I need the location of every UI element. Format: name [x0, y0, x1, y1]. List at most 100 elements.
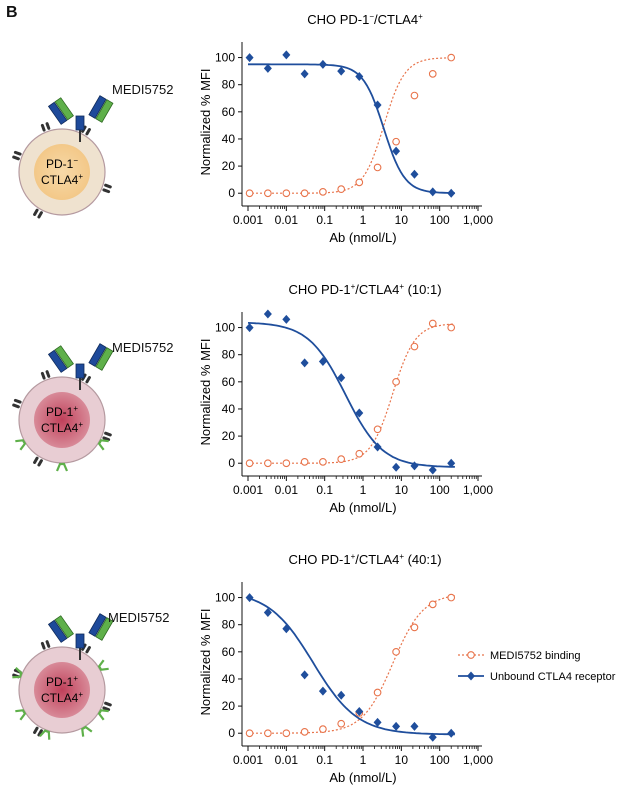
x-tick-label: 100	[430, 753, 450, 767]
pd1-receptor-icon	[55, 462, 69, 472]
x-tick-label: 0.1	[316, 483, 333, 497]
binding-point	[428, 600, 437, 609]
panel-row-2: PD-1+ CTLA4+ MEDI5752 CHO PD-1+/CTLA4+ (1…	[0, 270, 638, 535]
legend-binding-marker	[467, 651, 475, 659]
binding-point	[410, 91, 419, 100]
binding-point	[355, 178, 364, 187]
panel-row-3: PD-1+ CTLA4+ MEDI5752 CHO PD-1+/CTLA4+ (4…	[0, 540, 638, 805]
unbound-point	[355, 707, 364, 717]
pd1-receptor-icon	[15, 709, 27, 721]
pd1-receptor-icon	[97, 659, 109, 671]
binding-point	[319, 188, 327, 196]
y-axis-label: Normalized % MFI	[198, 69, 213, 176]
binding-point	[264, 729, 272, 738]
x-tick-label: 1	[360, 483, 367, 497]
ctla4-receptor-icon	[33, 208, 43, 219]
binding-point	[337, 719, 346, 728]
ctla4-receptor-icon	[102, 183, 112, 194]
binding-point	[447, 323, 456, 332]
binding-point	[447, 593, 456, 602]
cell-label-ctla4: CTLA4+	[41, 690, 83, 705]
x-tick-label: 0.001	[233, 753, 263, 767]
unbound-point	[373, 442, 382, 452]
binding-point	[392, 137, 400, 146]
chart-title: CHO PD-1+/CTLA4+ (40:1)	[288, 552, 441, 567]
unbound-point	[428, 732, 437, 742]
chart-title: CHO PD-1−/CTLA4+	[307, 12, 423, 27]
binding-point	[282, 189, 291, 198]
ctla4-receptor-icon	[33, 726, 43, 737]
unbound-point	[300, 358, 309, 368]
unbound-point	[392, 146, 401, 156]
cell-label-ctla4: CTLA4+	[41, 172, 83, 187]
binding-point	[264, 459, 272, 468]
antibody-icon	[47, 343, 114, 390]
binding-point	[447, 53, 456, 62]
pd1-receptor-icon	[97, 709, 109, 721]
y-axis-label: Normalized % MFI	[198, 609, 213, 716]
binding-point	[373, 688, 382, 697]
cell-svg: PD-1−CTLA4+	[12, 95, 114, 219]
binding-point	[392, 647, 400, 656]
legend-binding-label: MEDI5752 binding	[490, 650, 581, 662]
ctla4-receptor-icon	[102, 431, 112, 442]
y-tick-label: 0	[228, 726, 235, 740]
cell-svg: PD-1+CTLA4+	[12, 343, 114, 472]
binding-point	[300, 189, 309, 198]
x-tick-label: 1	[360, 213, 367, 227]
y-tick-label: 40	[222, 132, 236, 146]
binding-point	[428, 69, 437, 78]
binding-point	[355, 449, 364, 458]
unbound-point	[447, 458, 456, 468]
x-tick-label: 1	[360, 753, 367, 767]
cell-illustration-2: PD-1+ CTLA4+	[0, 270, 200, 535]
binding-point	[282, 729, 291, 738]
binding-point	[264, 189, 272, 198]
panel-row-1: PD-1− CTLA4+ MEDI5752 CHO PD-1−/CTLA4+ 0 20…	[0, 0, 638, 265]
x-tick-label: 0.01	[275, 753, 299, 767]
chart-1: CHO PD-1−/CTLA4+ 0 20 40 60 80 100 0.001 0.01 0.1…	[198, 12, 493, 245]
unbound-point	[318, 686, 327, 696]
binding-fit-line	[248, 595, 455, 734]
y-tick-label: 100	[215, 51, 235, 65]
unbound-fit-line	[247, 322, 455, 468]
binding-point	[300, 728, 309, 736]
binding-point	[245, 729, 254, 738]
unbound-point	[337, 690, 346, 700]
antibody-icon	[47, 95, 114, 142]
binding-point	[428, 319, 437, 328]
y-tick-label: 80	[222, 78, 236, 92]
x-axis-label: Ab (nmol/L)	[329, 500, 396, 515]
binding-point	[392, 377, 400, 386]
x-tick-label: 1,000	[463, 213, 493, 227]
unbound-point	[282, 624, 291, 634]
ctla4-receptor-icon	[40, 640, 51, 650]
pd1-receptor-icon	[15, 439, 27, 451]
x-tick-label: 10	[395, 753, 409, 767]
cell-illustration-1: PD-1− CTLA4+	[0, 0, 200, 265]
cell-nucleus	[34, 662, 90, 718]
unbound-point	[300, 670, 309, 680]
y-tick-label: 40	[222, 402, 236, 416]
unbound-point	[245, 593, 254, 603]
y-tick-label: 40	[222, 672, 236, 686]
unbound-fit-line	[248, 63, 455, 194]
cell-label-pd1: PD-1+	[46, 404, 78, 419]
unbound-point	[263, 309, 272, 319]
unbound-point	[355, 408, 364, 418]
cell-svg: PD-1+CTLA4+	[12, 613, 114, 740]
unbound-point	[318, 356, 327, 366]
antibody-label-2: MEDI5752	[112, 340, 174, 355]
unbound-point	[392, 462, 401, 472]
binding-point	[410, 623, 419, 632]
antibody-label-3: MEDI5752	[108, 610, 170, 625]
binding-point	[373, 163, 382, 172]
binding-point	[245, 459, 254, 468]
binding-point	[410, 342, 419, 351]
panel-letter: B	[6, 4, 18, 21]
x-tick-label: 100	[430, 483, 450, 497]
y-tick-label: 100	[215, 591, 235, 605]
legend-unbound-marker	[467, 671, 475, 681]
binding-point	[300, 458, 309, 466]
chart-title: CHO PD-1+/CTLA4+ (10:1)	[288, 282, 441, 297]
